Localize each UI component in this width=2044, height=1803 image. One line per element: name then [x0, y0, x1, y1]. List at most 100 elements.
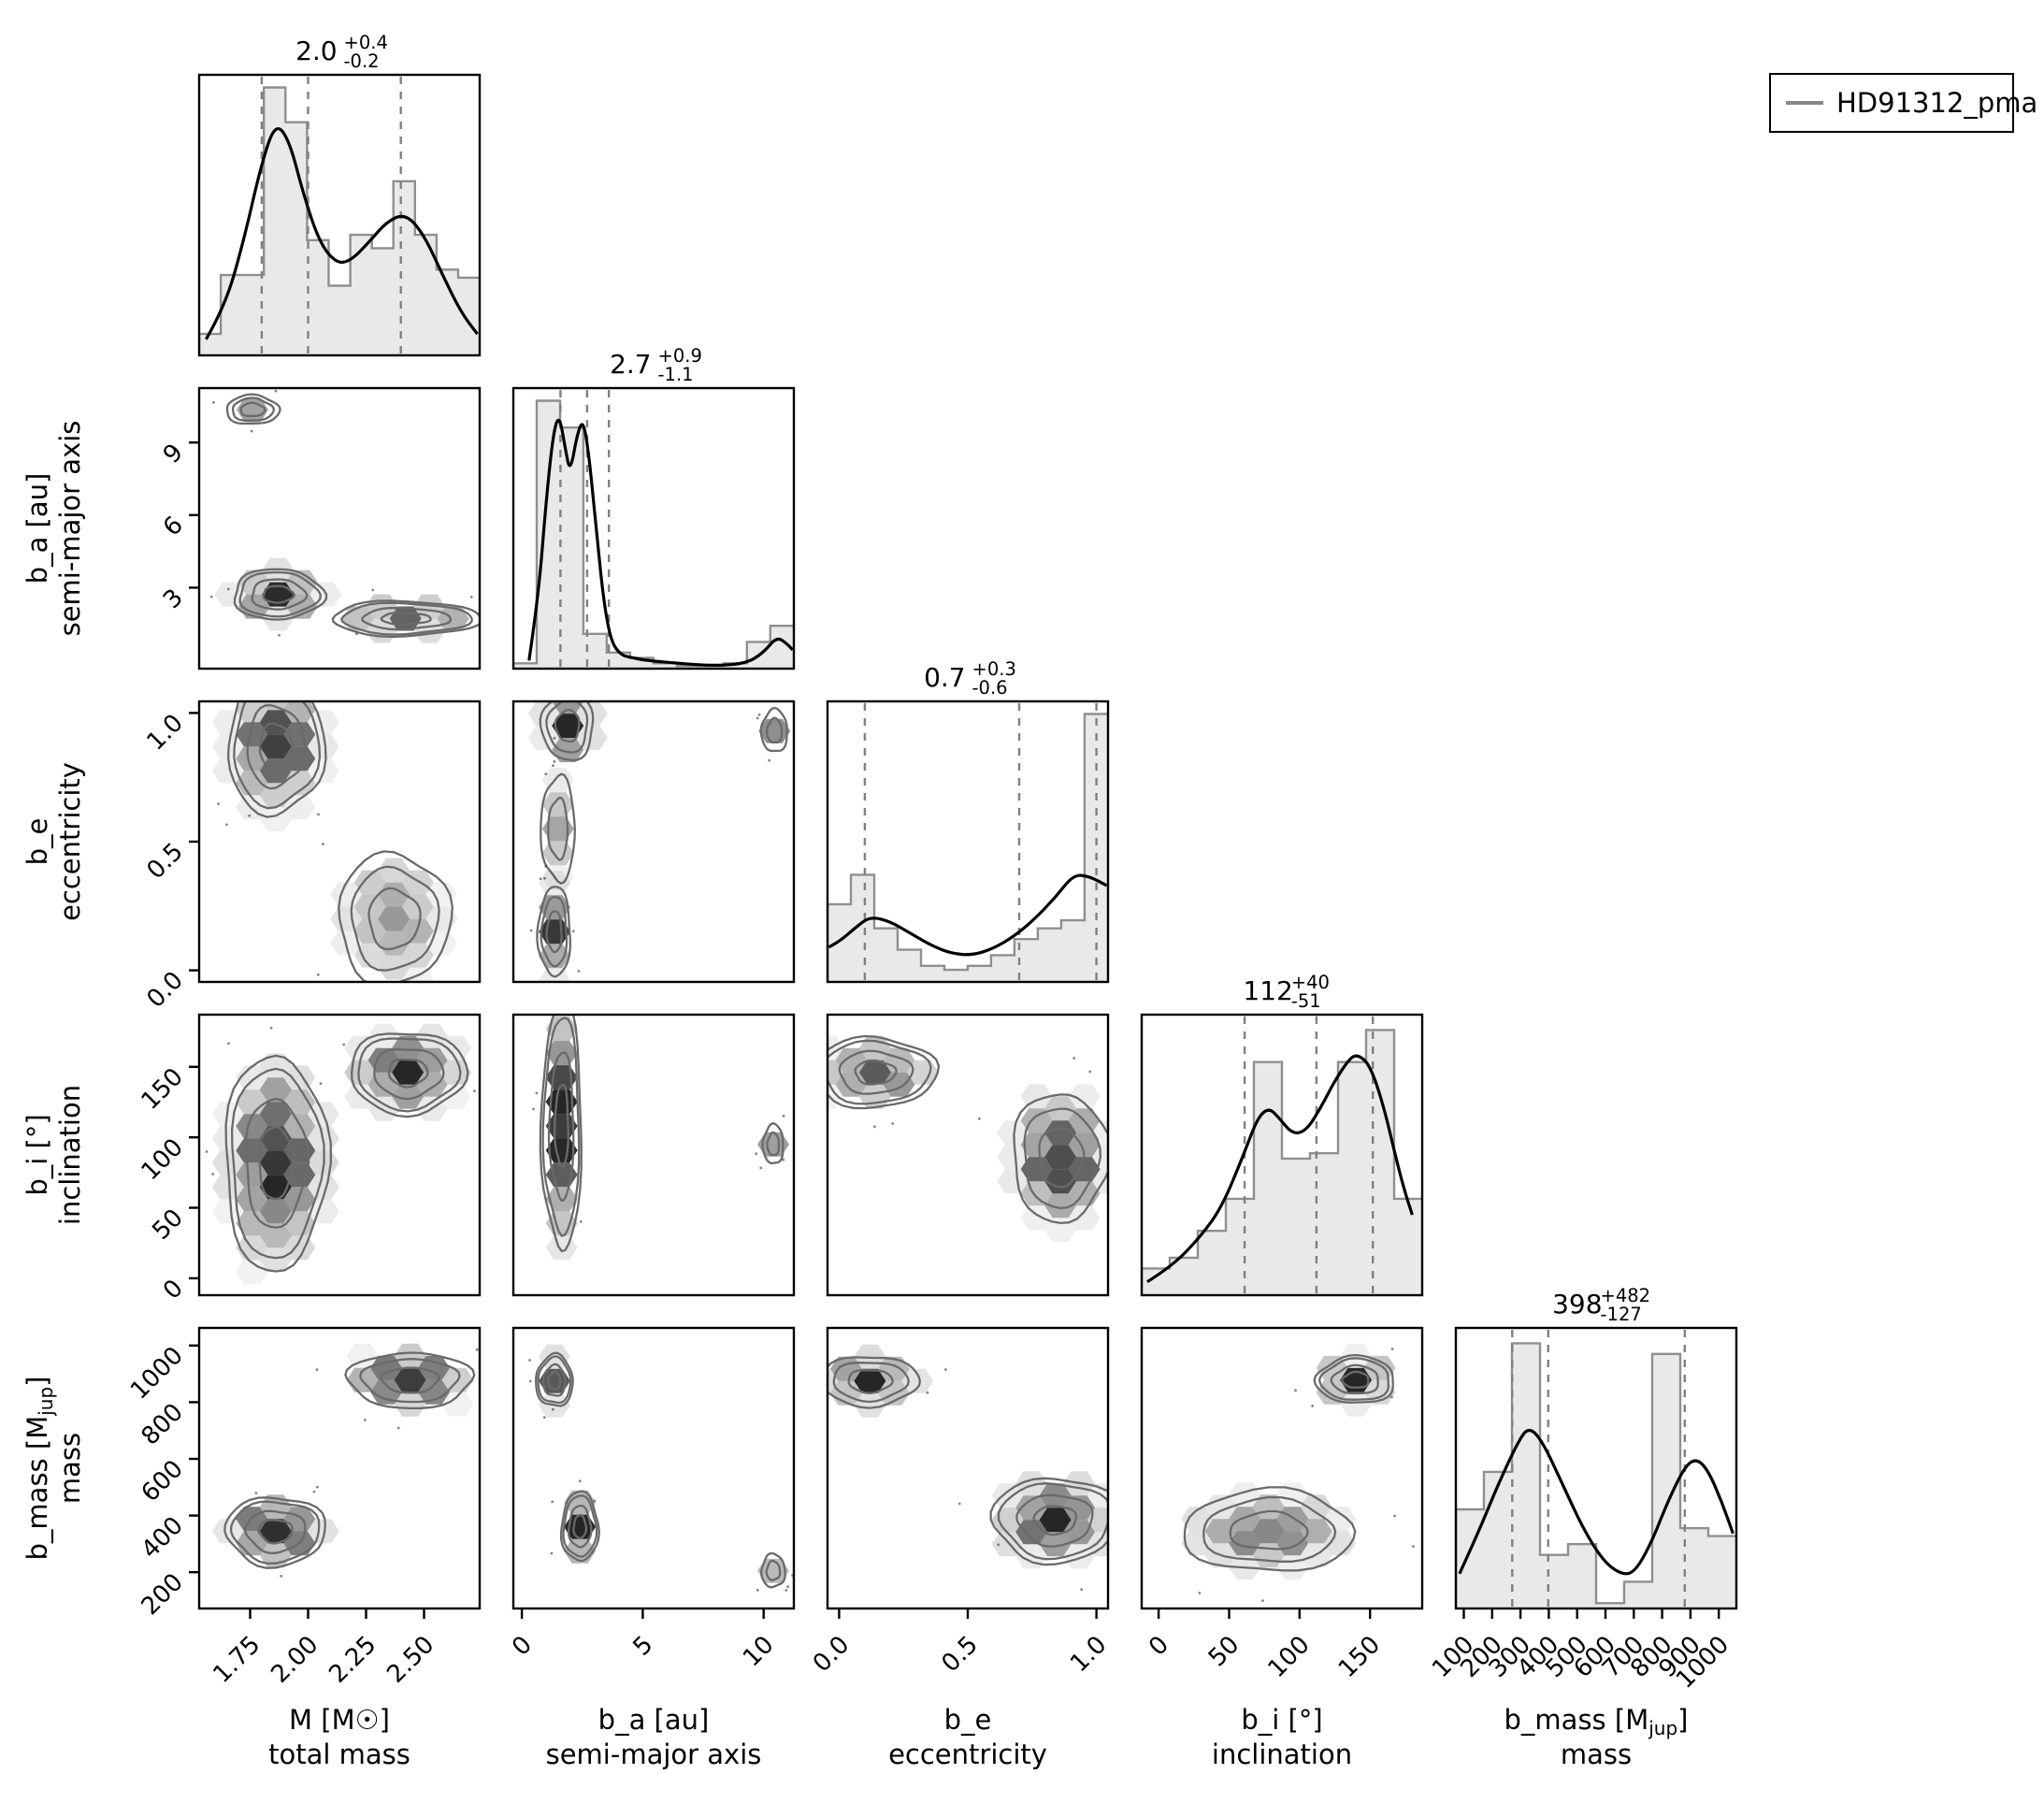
y-tick-label: 0.5: [141, 838, 188, 885]
y-tick-label: 0: [158, 1275, 189, 1305]
panel-b_mass-vs-b_i: [1181, 1343, 1415, 1602]
sample-dot: [593, 1499, 597, 1503]
contour: [1032, 1505, 1077, 1536]
histogram: [828, 714, 1108, 982]
sample-dot: [528, 1379, 532, 1383]
hexbin: [1044, 1218, 1077, 1243]
sample-dot: [786, 1585, 789, 1589]
sample-dot: [552, 764, 554, 768]
sample-dot: [1261, 1599, 1264, 1602]
panel-b_i-vs-b_a: [532, 1015, 789, 1261]
hexbin: [1300, 1519, 1332, 1544]
hexbin: [378, 906, 410, 931]
contour: [539, 1015, 583, 1253]
histogram: [1142, 1030, 1422, 1295]
hexbin: [1229, 1507, 1261, 1532]
y-tick-label: 200: [137, 1568, 189, 1621]
contour: [536, 886, 571, 978]
y-tick-label: 1000: [125, 1342, 189, 1406]
hexbin: [858, 1060, 891, 1085]
y-axis-sublabel-b_mass: mass: [54, 1433, 86, 1504]
hexbin: [418, 1379, 451, 1405]
contour: [361, 606, 453, 631]
contour: [761, 1122, 784, 1164]
hexbin: [211, 1519, 244, 1544]
contour: [223, 1496, 326, 1569]
sample-dot: [926, 1391, 929, 1394]
panel-b_mass-vs-b_e: [828, 1344, 1146, 1591]
title-median-b_e: 0.7: [924, 662, 966, 693]
hexbin: [854, 1392, 886, 1418]
y-tick-label: 100: [137, 1133, 189, 1186]
panel-border: [1140, 1013, 1424, 1297]
contour: [357, 1037, 462, 1113]
contour: [838, 1049, 914, 1095]
sample-dot: [410, 1017, 412, 1019]
histogram: [1456, 1343, 1736, 1608]
contour: [539, 701, 595, 762]
hexbin: [307, 1175, 339, 1200]
panel-border: [197, 1326, 482, 1610]
panel-b_mass-vs-b_a: [528, 1344, 794, 1592]
sample-dot: [553, 760, 556, 763]
y-tick-label: 6: [158, 512, 189, 542]
sample-dot: [226, 587, 230, 591]
y-axis-sublabel-b_i: inclination: [54, 1085, 86, 1225]
contour: [547, 1051, 575, 1203]
hexbin: [1020, 1157, 1053, 1182]
hexbin: [307, 1519, 339, 1544]
contour: [1341, 1370, 1370, 1389]
hexbin: [997, 1145, 1029, 1170]
contour: [388, 1058, 429, 1089]
contour: [537, 1355, 572, 1405]
hexbin: [238, 570, 270, 595]
x-axis-label-b_e: b_e: [944, 1704, 992, 1736]
hexbin: [236, 1211, 268, 1236]
contour: [759, 706, 788, 753]
hexbin: [1039, 1507, 1072, 1533]
title-plus-b_i: +40: [1291, 972, 1330, 993]
sample-dot: [392, 1022, 395, 1025]
hexbin: [378, 858, 410, 883]
contour: [572, 1513, 588, 1539]
contour: [854, 1059, 898, 1086]
sample-dot: [248, 814, 252, 817]
contour: [373, 1047, 445, 1101]
title-median-b_a: 2.7: [610, 349, 652, 380]
sample-dot: [316, 973, 320, 976]
hexbin: [259, 1199, 292, 1224]
hexbin: [392, 1060, 425, 1085]
hexbin: [259, 1248, 292, 1273]
sample-dot: [495, 1053, 497, 1056]
hexbin: [285, 570, 318, 595]
sample-dot: [1311, 1405, 1314, 1407]
hexbin: [283, 1089, 316, 1115]
sample-dot: [475, 1348, 479, 1351]
title-minus-M: -0.2: [344, 50, 380, 72]
hexbin: [394, 1343, 426, 1368]
hexbin: [211, 1126, 244, 1151]
sample-dot: [551, 1500, 554, 1504]
hexbin: [370, 1379, 403, 1405]
sample-dot: [1390, 1395, 1393, 1399]
sample-dot: [891, 1122, 895, 1125]
sample-dot: [768, 758, 770, 762]
x-tick-label: 0.0: [808, 1631, 855, 1678]
sample-dot: [550, 1551, 554, 1555]
sample-dot: [217, 802, 220, 805]
contour: [1313, 1353, 1394, 1404]
sample-dot: [498, 634, 501, 637]
x-axis-sublabel-b_i: inclination: [1212, 1738, 1352, 1770]
y-tick-label: 800: [137, 1398, 189, 1450]
x-axis-sublabel-b_mass: mass: [1561, 1738, 1632, 1770]
contour: [989, 1477, 1108, 1566]
contour: [1015, 1493, 1094, 1548]
hexbin: [1063, 1495, 1096, 1521]
hexbin: [835, 1047, 868, 1073]
x-tick-label: 150: [1333, 1631, 1386, 1683]
panel-border: [826, 700, 1110, 984]
sample-dot: [1144, 1521, 1146, 1523]
contour: [760, 1551, 786, 1589]
histogram-outline: [1456, 1342, 1736, 1608]
hexbin: [259, 1077, 292, 1103]
